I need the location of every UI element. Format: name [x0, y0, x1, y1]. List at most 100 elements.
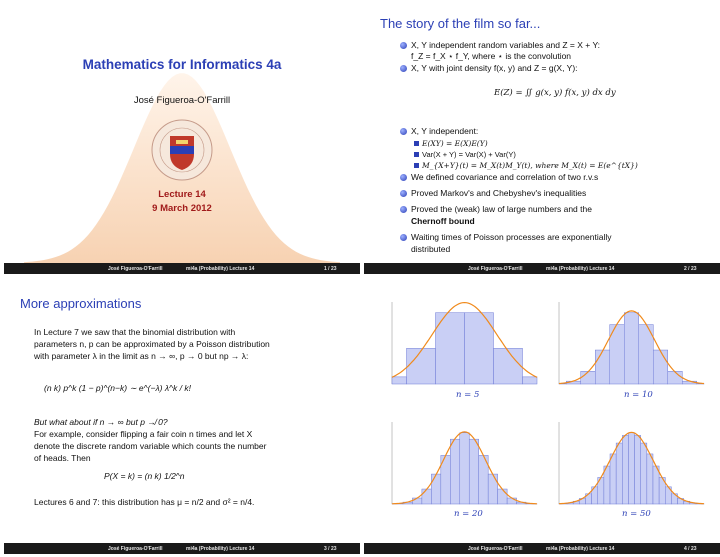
normal-curve	[558, 310, 705, 385]
panel-label: n = 20	[454, 509, 483, 519]
histogram-bar	[464, 312, 494, 385]
bullet-item: Proved Markov's and Chebyshev's inequali…	[400, 188, 586, 199]
paragraph-line: For example, consider flipping a fair co…	[34, 429, 253, 439]
bullet-item: Waiting times of Poisson processes are e…	[400, 232, 611, 243]
footer-page: 3 / 23	[324, 546, 337, 552]
panel-label: n = 5	[456, 390, 480, 400]
histogram-bar	[497, 488, 508, 505]
bullet-icon	[400, 128, 407, 135]
paragraph-line: of heads. Then	[34, 453, 91, 463]
slide-footer: José Figueroa-O'Farrill mi4a (Probabilit…	[364, 263, 720, 274]
lecture-number: Lecture 14	[158, 189, 206, 200]
bullet-icon	[400, 42, 407, 49]
histogram-bar	[487, 473, 498, 505]
histogram-bar	[628, 432, 635, 505]
histogram-bar	[506, 497, 517, 505]
histogram-bar	[468, 438, 479, 505]
histogram-bar	[391, 376, 407, 385]
footer-author: José Figueroa-O'Farrill	[468, 546, 523, 552]
histogram-grid	[391, 301, 705, 505]
footer-author: José Figueroa-O'Farrill	[468, 266, 523, 272]
footer-page: 1 / 23	[324, 266, 337, 272]
square-bullet-icon	[414, 163, 419, 168]
paragraph-line: parameters n, p can be approximated by a…	[34, 339, 270, 349]
normal-curve	[558, 431, 705, 505]
presentation-title: Mathematics for Informatics 4a	[82, 57, 282, 72]
normal-curve	[391, 431, 538, 505]
bullet-item: X, Y independent random variables and Z …	[400, 40, 600, 51]
histogram-bar	[406, 348, 436, 385]
panel-label: n = 50	[622, 509, 651, 519]
bullet-icon	[400, 206, 407, 213]
histogram-bar	[615, 442, 623, 505]
panel-label: n = 10	[624, 390, 653, 400]
bullet-item: X, Y independent:	[400, 126, 478, 137]
histogram-bar	[435, 312, 465, 385]
histogram-bar	[653, 349, 668, 385]
square-bullet-icon	[414, 152, 419, 157]
histogram-bar	[634, 435, 641, 505]
bullet-icon	[400, 234, 407, 241]
histogram-bar	[622, 435, 629, 505]
footer-course: mi4a (Probability) Lecture 14	[546, 266, 615, 272]
bullet-item: X, Y with joint density f(x, y) and Z = …	[400, 63, 578, 74]
slide-title-page: Mathematics for Informatics 4a José Figu…	[4, 4, 360, 274]
slide-footer: José Figueroa-O'Farrill mi4a (Probabilit…	[4, 263, 360, 274]
sub-bullet-item: E(XY) = E(X)E(Y)	[414, 138, 488, 149]
bullet-icon	[400, 174, 407, 181]
bullet-continuation: f_Z = f_X ⋆ f_Y, where ⋆ is the convolut…	[411, 51, 572, 61]
bullet-item: Proved the (weak) law of large numbers a…	[400, 204, 592, 215]
square-bullet-icon	[414, 141, 419, 146]
normal-curve	[391, 301, 538, 378]
footer-page: 4 / 23	[684, 546, 697, 552]
histogram-bar	[640, 442, 648, 505]
histogram-bar	[646, 453, 654, 505]
footer-author: José Figueroa-O'Farrill	[108, 266, 163, 272]
histogram-bar	[450, 438, 461, 505]
footer-course: mi4a (Probability) Lecture 14	[186, 546, 255, 552]
binomial-equation: P(X = k) = (n k) 1/2^n	[104, 471, 185, 481]
histogram-bar	[493, 348, 523, 385]
lecture-date: 9 March 2012	[152, 203, 212, 214]
histogram-bar	[580, 371, 596, 385]
presentation-author: José Figueroa-O'Farrill	[133, 95, 231, 106]
bullet-continuation: distributed	[411, 244, 451, 254]
histogram-bar	[421, 488, 432, 505]
footer-page: 2 / 23	[684, 266, 697, 272]
bullet-continuation: Chernoff bound	[411, 216, 475, 226]
histogram-bar	[595, 349, 610, 385]
bullet-item: We defined covariance and correlation of…	[400, 172, 598, 183]
slide-footer: José Figueroa-O'Farrill mi4a (Probabilit…	[4, 543, 360, 554]
histogram-bar	[603, 465, 611, 505]
slide-more-approximations: More approximations In Lecture 7 we saw …	[4, 284, 360, 554]
histogram-bar	[652, 465, 660, 505]
paragraph-line: denote the discrete random variable whic…	[34, 441, 267, 451]
footer-author: José Figueroa-O'Farrill	[108, 546, 163, 552]
poisson-equation: (n k) p^k (1 − p)^(n−k) ∼ e^(−λ) λ^k / k…	[44, 383, 191, 393]
histogram-bar	[431, 473, 442, 505]
footer-course: mi4a (Probability) Lecture 14	[186, 266, 255, 272]
slide-title: More approximations	[20, 296, 142, 311]
question-line: But what about if n → ∞ but p ↛ 0?	[34, 417, 168, 427]
university-crest-icon	[151, 119, 213, 181]
histogram-bar	[667, 371, 683, 385]
slide-title: The story of the film so far...	[380, 16, 541, 31]
paragraph-line: Lectures 6 and 7: this distribution has …	[34, 497, 255, 507]
histogram-bar	[459, 432, 470, 505]
sub-bullet-item: M_{X+Y}(t) = M_X(t)M_Y(t), where M_X(t) …	[414, 160, 638, 171]
paragraph-line: with parameter λ in the limit as n → ∞, …	[34, 351, 249, 361]
slide-histograms: n = 5 n = 10 n = 20 n = 50 José Figueroa…	[364, 284, 720, 554]
bullet-icon	[400, 190, 407, 197]
footer-course: mi4a (Probability) Lecture 14	[546, 546, 615, 552]
slide-footer: José Figueroa-O'Farrill mi4a (Probabilit…	[364, 543, 720, 554]
slide-recap: The story of the film so far... X, Y ind…	[364, 4, 720, 274]
histogram-bar	[412, 497, 423, 505]
bell-curve-decoration	[24, 73, 340, 263]
sub-bullet-item: Var(X + Y) = Var(X) + Var(Y)	[414, 149, 516, 160]
bullet-icon	[400, 65, 407, 72]
equation: E(Z) = ∬ g(x, y) f(x, y) dx dy	[494, 88, 616, 98]
histogram-bar	[609, 453, 617, 505]
histogram-bar	[624, 312, 639, 385]
histogram-bar	[522, 376, 538, 385]
paragraph-line: In Lecture 7 we saw that the binomial di…	[34, 327, 236, 337]
